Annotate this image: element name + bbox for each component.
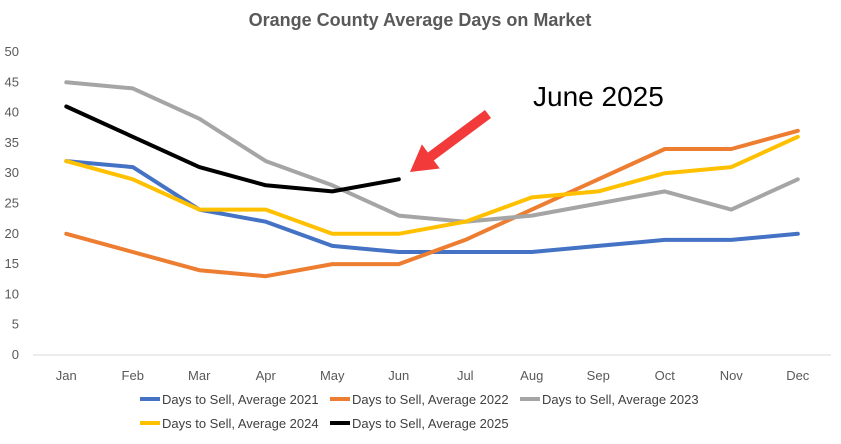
legend-label: Days to Sell, Average 2021 — [162, 392, 319, 407]
y-tick-label: 30 — [5, 165, 19, 180]
series-line-1 — [64, 159, 800, 254]
annotation-arrow — [410, 110, 491, 172]
legend: Days to Sell, Average 2021 Days to Sell, … — [140, 392, 699, 431]
x-tick-label: Jun — [388, 368, 409, 383]
y-tick-label: 45 — [5, 74, 19, 89]
legend-label: Days to Sell, Average 2024 — [162, 416, 319, 431]
y-axis: 0 5 10 15 20 25 30 35 40 45 50 — [5, 44, 19, 362]
y-tick-label: 15 — [5, 256, 19, 271]
legend-label: Days to Sell, Average 2025 — [352, 416, 509, 431]
x-tick-label: Mar — [188, 368, 211, 383]
x-tick-label: Feb — [122, 368, 144, 383]
chart-title: Orange County Average Days on Market — [249, 10, 592, 30]
series-line-3 — [64, 80, 800, 224]
y-tick-label: 35 — [5, 135, 19, 150]
y-tick-label: 10 — [5, 286, 19, 301]
legend-label: Days to Sell, Average 2022 — [352, 392, 509, 407]
y-tick-label: 0 — [12, 347, 19, 362]
x-tick-label: Sep — [587, 368, 610, 383]
y-tick-label: 20 — [5, 226, 19, 241]
x-tick-label: Nov — [720, 368, 744, 383]
series-line-5 — [64, 104, 401, 194]
x-tick-label: May — [320, 368, 345, 383]
x-tick-label: Jan — [56, 368, 77, 383]
legend-label: Days to Sell, Average 2023 — [542, 392, 699, 407]
x-tick-label: Apr — [256, 368, 277, 383]
y-tick-label: 40 — [5, 105, 19, 120]
x-tick-label: Dec — [786, 368, 810, 383]
y-tick-label: 50 — [5, 44, 19, 59]
series-group — [64, 80, 800, 279]
y-tick-label: 5 — [12, 317, 19, 332]
y-tick-label: 25 — [5, 196, 19, 211]
series-line-4 — [64, 134, 800, 236]
annotation: June 2025 — [410, 81, 664, 172]
series-line-2 — [64, 128, 800, 279]
x-tick-label: Oct — [655, 368, 676, 383]
annotation-text: June 2025 — [533, 81, 664, 112]
x-tick-label: Jul — [457, 368, 474, 383]
x-tick-label: Aug — [520, 368, 543, 383]
x-axis: Jan Feb Mar Apr May Jun Jul Aug Sep Oct Nov Dec — [56, 368, 810, 383]
